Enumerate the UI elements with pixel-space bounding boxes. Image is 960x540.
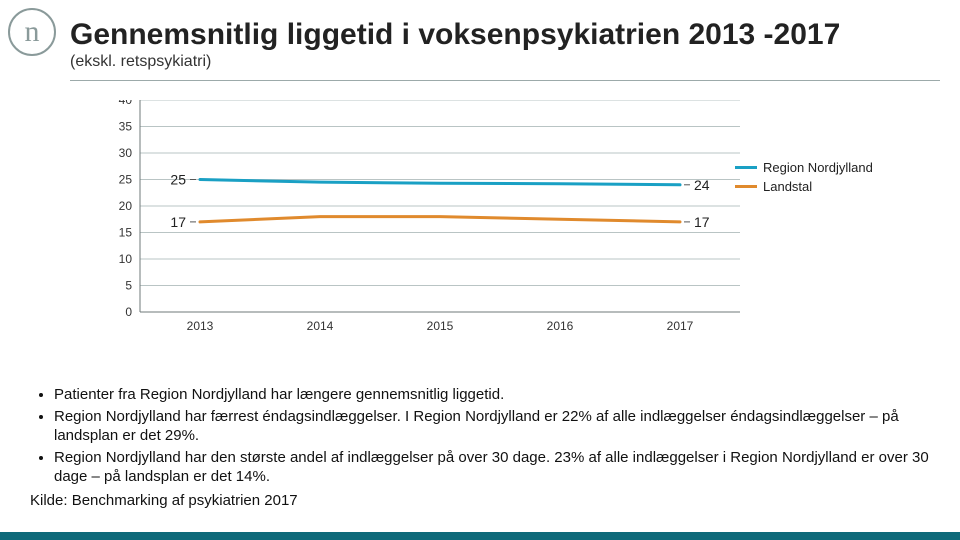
svg-text:40: 40	[119, 100, 133, 107]
svg-text:15: 15	[119, 226, 133, 240]
page-subtitle: (ekskl. retspsykiatri)	[70, 53, 940, 71]
svg-text:5: 5	[125, 279, 132, 293]
bullet-item: Patienter fra Region Nordjylland har læn…	[54, 385, 940, 405]
svg-text:24: 24	[694, 177, 710, 193]
legend-swatch	[735, 185, 757, 188]
svg-text:35: 35	[119, 120, 133, 134]
svg-text:2013: 2013	[187, 319, 214, 333]
legend-swatch	[735, 166, 757, 169]
svg-text:17: 17	[170, 214, 186, 230]
svg-text:25: 25	[119, 173, 133, 187]
legend-item: Region Nordjylland	[735, 160, 873, 175]
legend-label: Region Nordjylland	[763, 160, 873, 175]
svg-text:30: 30	[119, 146, 133, 160]
svg-text:20: 20	[119, 199, 133, 213]
svg-text:10: 10	[119, 252, 133, 266]
svg-text:2016: 2016	[547, 319, 574, 333]
footer-bar	[0, 532, 960, 540]
chart-legend: Region Nordjylland Landstal	[735, 160, 873, 198]
line-chart: 0 5 10 15 20 25 30 35 40 2013 2014 2015 2016 2017 25 24…	[100, 100, 880, 350]
svg-text:2017: 2017	[667, 319, 694, 333]
svg-text:2014: 2014	[307, 319, 334, 333]
bullet-item: Region Nordjylland har den største andel…	[54, 448, 940, 487]
source-line: Kilde: Benchmarking af psykiatrien 2017	[30, 491, 940, 511]
svg-text:17: 17	[694, 214, 710, 230]
bullet-item: Region Nordjylland har færrest éndagsind…	[54, 407, 940, 446]
title-divider	[70, 80, 940, 81]
svg-text:25: 25	[170, 172, 186, 188]
svg-text:2015: 2015	[427, 319, 454, 333]
bullet-list: Patienter fra Region Nordjylland har læn…	[30, 385, 940, 510]
svg-text:0: 0	[125, 305, 132, 319]
page-title: Gennemsnitlig liggetid i voksenpsykiatri…	[70, 18, 940, 51]
legend-label: Landstal	[763, 179, 812, 194]
logo-badge: n	[8, 8, 56, 56]
legend-item: Landstal	[735, 179, 873, 194]
